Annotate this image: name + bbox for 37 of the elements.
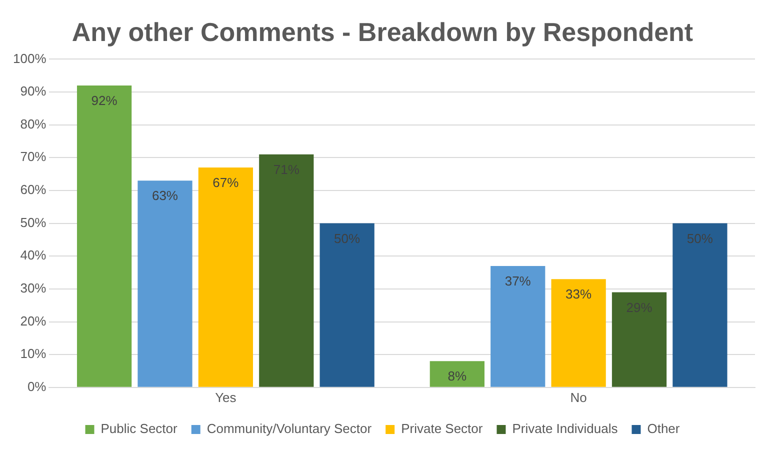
bar <box>672 223 728 387</box>
y-tick-label: 50% <box>20 214 47 230</box>
data-label: 50% <box>334 230 361 246</box>
legend-label: Community/Voluntary Sector <box>206 421 372 436</box>
legend-label: Private Individuals <box>512 421 618 436</box>
data-label: 8% <box>448 368 468 384</box>
data-label: 50% <box>686 230 714 246</box>
x-tick-label: No <box>570 390 587 405</box>
y-tick-label: 80% <box>20 116 47 132</box>
y-tick-label: 70% <box>20 149 47 164</box>
bar <box>198 168 253 387</box>
data-label: 67% <box>212 175 240 190</box>
y-tick-label: 40% <box>20 248 47 263</box>
bar <box>612 292 667 387</box>
bar <box>76 85 132 387</box>
data-label: 92% <box>91 93 118 108</box>
bar <box>430 361 484 387</box>
chart-title: Any other Comments - Breakdown by Respondent <box>72 16 694 47</box>
y-tick-label: 20% <box>20 313 47 328</box>
legend-label: Private Sector <box>401 421 484 436</box>
y-tick-label: 30% <box>20 280 47 296</box>
data-label: 63% <box>152 188 178 204</box>
bar <box>320 223 374 387</box>
data-label: 33% <box>566 286 592 302</box>
legend-label: Other <box>647 421 680 436</box>
x-tick-label: Yes <box>215 390 237 405</box>
y-tick-label: 60% <box>20 182 47 198</box>
bar <box>490 266 546 387</box>
y-tick-label: 100% <box>13 50 47 66</box>
bar <box>551 279 606 387</box>
y-tick-label: 0% <box>27 378 47 394</box>
bar <box>259 154 314 387</box>
legend-label: Public Sector <box>100 421 178 436</box>
y-tick-label: 10% <box>20 346 47 362</box>
bar <box>138 180 192 387</box>
data-label: 37% <box>504 274 532 289</box>
y-tick-label: 90% <box>20 84 47 99</box>
